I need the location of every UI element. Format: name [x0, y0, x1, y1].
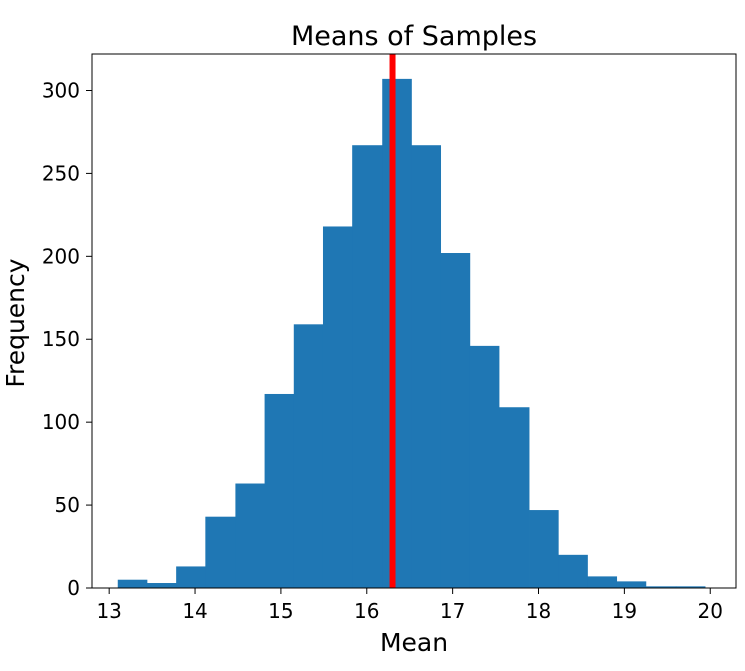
histogram-bar — [587, 576, 618, 588]
y-tick-label: 150 — [42, 327, 80, 351]
x-tick-label: 14 — [182, 599, 207, 623]
y-tick-label: 300 — [42, 78, 80, 102]
histogram-bar — [499, 407, 530, 588]
histogram-bar — [440, 253, 471, 588]
histogram-bar — [382, 78, 412, 588]
x-axis-ticks: 13 14 15 16 17 18 19 20 — [96, 588, 723, 623]
y-tick-label: 200 — [42, 244, 80, 268]
histogram-bar — [322, 226, 353, 588]
histogram-bar — [616, 581, 647, 588]
x-tick-label: 13 — [96, 599, 121, 623]
y-tick-label: 100 — [42, 410, 80, 434]
histogram-bar — [469, 345, 500, 588]
x-tick-label: 20 — [698, 599, 723, 623]
x-tick-label: 16 — [354, 599, 379, 623]
histogram-bar — [529, 510, 559, 588]
histogram-bar — [205, 516, 236, 588]
histogram-bar — [264, 393, 295, 588]
x-tick-label: 18 — [526, 599, 551, 623]
histogram-bar — [146, 583, 177, 588]
histogram-bar — [117, 579, 148, 588]
histogram-bar — [293, 324, 324, 588]
histogram-bar — [675, 586, 706, 588]
histogram-bar — [411, 145, 442, 588]
x-tick-label: 17 — [440, 599, 465, 623]
y-axis-ticks: 0 50 100 150 200 250 300 — [42, 78, 92, 600]
y-tick-label: 250 — [42, 161, 80, 185]
histogram-bar — [645, 586, 677, 588]
histogram-bar — [176, 566, 206, 588]
plot-frame — [91, 53, 737, 589]
histogram-bar — [352, 145, 383, 588]
histogram-bars — [117, 78, 706, 588]
histogram-bar — [235, 483, 265, 588]
y-tick-label: 50 — [55, 493, 80, 517]
x-tick-label: 15 — [268, 599, 293, 623]
y-axis-label: Frequency — [1, 258, 30, 387]
y-tick-label: 0 — [67, 576, 80, 600]
chart-title: Means of Samples — [291, 21, 537, 52]
histogram-bar — [558, 554, 588, 588]
x-tick-label: 19 — [612, 599, 637, 623]
x-axis-label: Mean — [380, 628, 448, 657]
